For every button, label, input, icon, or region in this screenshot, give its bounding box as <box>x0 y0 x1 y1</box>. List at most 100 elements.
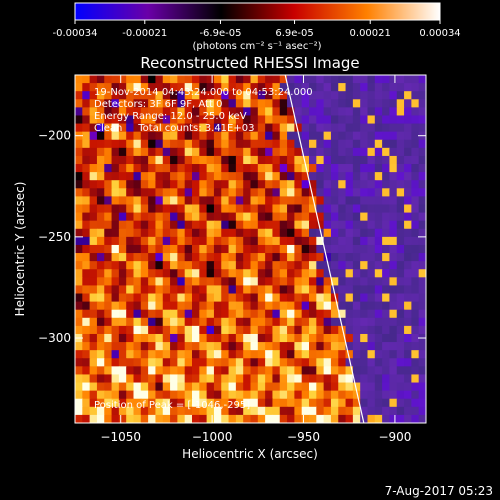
heatmap-cell <box>148 261 157 270</box>
heatmap-cell <box>374 382 383 392</box>
heatmap-cell <box>367 390 376 400</box>
heatmap-cell <box>404 139 412 149</box>
heatmap-cell <box>192 155 200 165</box>
heatmap-cell <box>411 244 420 254</box>
heatmap-cell <box>411 155 420 165</box>
heatmap-cell <box>360 269 369 278</box>
heatmap-cell <box>75 414 83 423</box>
heatmap-cell <box>345 325 354 335</box>
heatmap-cell <box>192 236 200 246</box>
heatmap-cell <box>316 115 325 125</box>
heatmap-cell <box>382 317 391 327</box>
heatmap-cell <box>272 91 281 100</box>
heatmap-cell <box>184 301 193 311</box>
heatmap-cell <box>367 317 376 327</box>
heatmap-cell <box>396 285 405 295</box>
heatmap-cell <box>177 115 186 125</box>
heatmap-cell <box>148 253 157 262</box>
heatmap-cell <box>221 309 230 319</box>
heatmap-cell <box>338 366 347 376</box>
heatmap-cell <box>89 390 98 400</box>
heatmap-cell <box>170 350 178 359</box>
heatmap-cell <box>309 83 317 92</box>
heatmap-cell <box>367 277 376 287</box>
heatmap-cell <box>272 83 281 92</box>
heatmap-cell <box>96 358 105 367</box>
heatmap-cell <box>155 350 164 359</box>
colorbar-tick-label: 0.00021 <box>350 28 391 39</box>
heatmap-cell <box>352 115 361 125</box>
heatmap-cell <box>396 253 405 262</box>
heatmap-cell <box>382 147 391 157</box>
heatmap-cell <box>199 269 208 278</box>
heatmap-cell <box>192 196 200 206</box>
heatmap-cell <box>177 309 186 319</box>
heatmap-cell <box>411 188 420 197</box>
heatmap-cell <box>418 350 426 359</box>
heatmap-cell <box>389 131 398 141</box>
heatmap-cell <box>294 83 303 92</box>
heatmap-cell <box>389 220 398 230</box>
heatmap-cell <box>133 180 142 189</box>
heatmap-cell <box>104 123 113 133</box>
heatmap-cell <box>104 172 113 181</box>
plot-area <box>75 75 426 423</box>
heatmap-cell <box>111 131 120 141</box>
heatmap-cell <box>199 244 208 254</box>
heatmap-cell <box>309 172 317 181</box>
heatmap-cell <box>250 83 259 92</box>
heatmap-cell <box>162 91 171 100</box>
heatmap-cell <box>389 277 398 287</box>
heatmap-cell <box>250 350 259 359</box>
heatmap-cell <box>148 147 157 157</box>
heatmap-cell <box>287 212 295 222</box>
heatmap-cell <box>287 253 295 262</box>
heatmap-cell <box>360 301 369 311</box>
heatmap-cell <box>140 269 149 278</box>
heatmap-cell <box>221 374 230 384</box>
heatmap-cell <box>265 414 274 423</box>
heatmap-cell <box>330 309 339 319</box>
heatmap-cell <box>250 325 259 335</box>
heatmap-cell <box>243 147 252 157</box>
heatmap-cell <box>75 75 83 84</box>
heatmap-cell <box>294 301 303 311</box>
heatmap-cell <box>126 317 135 327</box>
heatmap-cell <box>389 382 398 392</box>
heatmap-cell <box>96 220 105 230</box>
heatmap-cell <box>221 180 230 189</box>
heatmap-cell <box>162 107 171 117</box>
heatmap-cell <box>352 172 361 181</box>
heatmap-cell <box>265 261 274 270</box>
heatmap-cell <box>374 325 383 335</box>
heatmap-cell <box>243 155 252 165</box>
heatmap-cell <box>301 115 310 125</box>
heatmap-cell <box>75 139 83 149</box>
heatmap-cell <box>89 261 98 270</box>
heatmap-cell <box>104 390 113 400</box>
heatmap-cell <box>418 261 426 270</box>
heatmap-cell <box>213 172 222 181</box>
heatmap-cell <box>323 244 332 254</box>
heatmap-cell <box>389 164 398 173</box>
heatmap-cell <box>111 139 120 149</box>
heatmap-cell <box>221 196 230 206</box>
heatmap-cell <box>75 358 83 367</box>
heatmap-cell <box>192 75 200 84</box>
heatmap-cell <box>206 244 215 254</box>
heatmap-cell <box>257 342 266 351</box>
heatmap-cell <box>389 325 398 335</box>
heatmap-cell <box>396 358 405 367</box>
heatmap-cell <box>418 123 426 133</box>
colorbar-tick-label: 6.9e-05 <box>275 28 313 39</box>
heatmap-cell <box>352 277 361 287</box>
heatmap-cell <box>382 83 391 92</box>
heatmap-cell <box>118 382 127 392</box>
heatmap-cell <box>111 293 120 303</box>
heatmap-cell <box>294 75 303 84</box>
heatmap-cell <box>411 374 420 384</box>
heatmap-cell <box>301 374 310 384</box>
heatmap-cell <box>126 155 135 165</box>
heatmap-cell <box>133 228 142 238</box>
heatmap-cell <box>330 350 339 359</box>
